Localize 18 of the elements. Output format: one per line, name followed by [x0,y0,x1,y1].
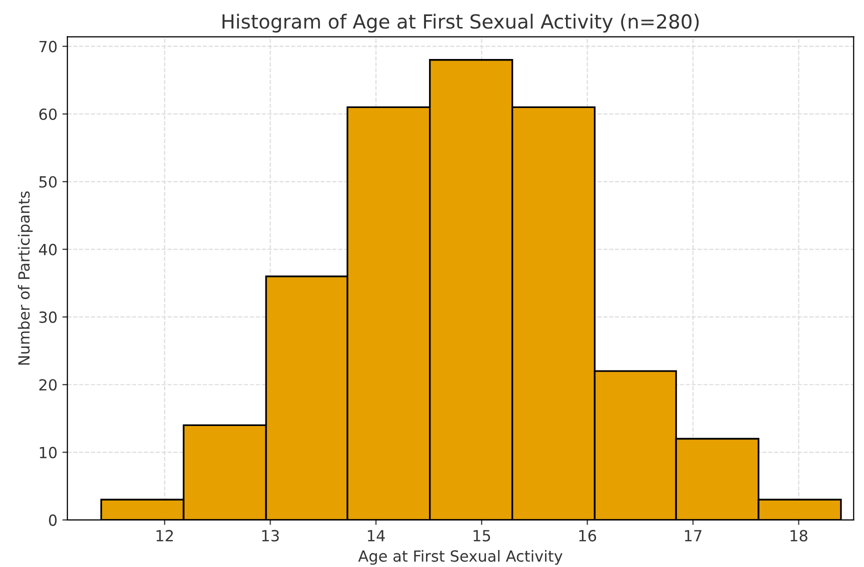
x-tick-label: 14 [368,530,385,542]
y-tick-label: 0 [48,514,57,526]
y-tick-label: 70 [39,40,57,52]
y-tick-label: 50 [39,176,57,188]
y-tick-label: 30 [39,311,57,323]
x-tick-label: 16 [579,530,596,542]
chart-title: Histogram of Age at First Sexual Activity (n=280) [222,14,699,33]
x-tick-label: 18 [790,530,808,542]
x-tick-label: 17 [684,530,702,542]
y-axis-title: Number of Participants [18,191,33,365]
x-tick-label: 13 [262,530,279,542]
x-tick-label: 12 [156,530,173,542]
x-tick-label: 15 [474,530,490,542]
y-tick-label: 40 [38,244,57,256]
y-tick-label: 60 [39,108,57,120]
x-axis-title: Age at First Sexual Activity [358,550,562,565]
y-tick-label: 20 [39,379,57,391]
y-tick-label: 10 [40,446,57,458]
